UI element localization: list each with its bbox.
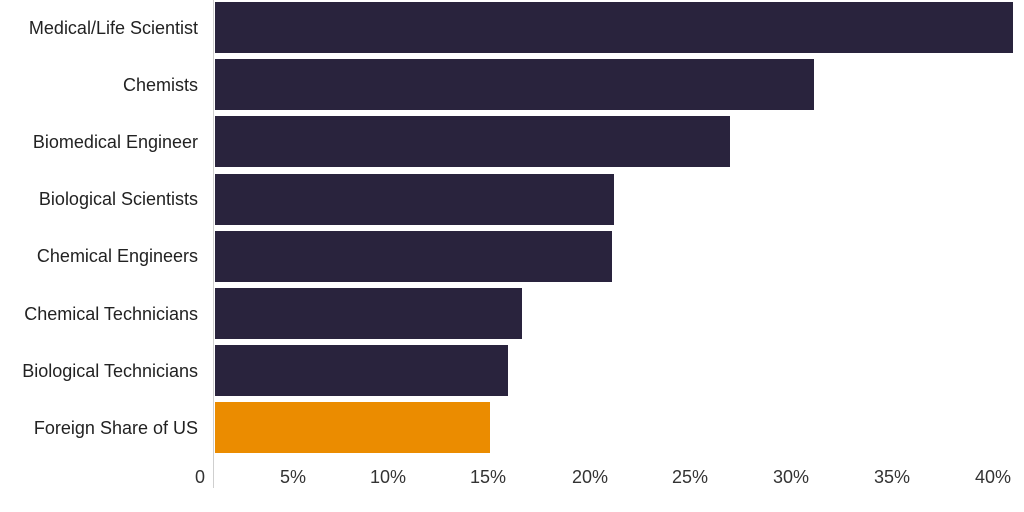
category-label: Biological Technicians — [22, 360, 198, 381]
category-label: Chemical Engineers — [36, 246, 198, 267]
x-tick-label: 20% — [572, 467, 609, 487]
category-label: Biomedical Engineer — [32, 131, 198, 152]
x-tick-label: 15% — [470, 467, 507, 487]
y-axis-line — [213, 0, 214, 488]
x-tick-label: 0 — [195, 467, 206, 487]
x-tick-label: 40% — [975, 467, 1012, 487]
bar-chemical-technicians — [215, 288, 522, 339]
category-label: Foreign Share of US — [33, 417, 198, 438]
category-label: Medical/Life Scientist — [28, 17, 198, 38]
category-label: Chemists — [122, 74, 198, 95]
category-label: Biological Scientists — [38, 189, 198, 210]
bar-biomedical-engineer — [215, 116, 730, 168]
category-label: Chemical Technicians — [24, 303, 198, 324]
x-tick-label: 30% — [773, 467, 810, 487]
bar-biological-scientists — [215, 173, 614, 225]
x-tick-label: 35% — [874, 467, 911, 487]
bar-medical-life-scientist — [215, 2, 1013, 53]
x-tick-label: 10% — [370, 467, 407, 487]
x-tick-label: 5% — [280, 467, 307, 487]
bar-chemists — [215, 59, 814, 111]
bar-foreign-share-of-us — [215, 402, 490, 454]
bar-biological-technicians — [215, 345, 508, 397]
x-tick-label: 25% — [672, 467, 709, 487]
bar-chemical-engineers — [215, 230, 612, 282]
